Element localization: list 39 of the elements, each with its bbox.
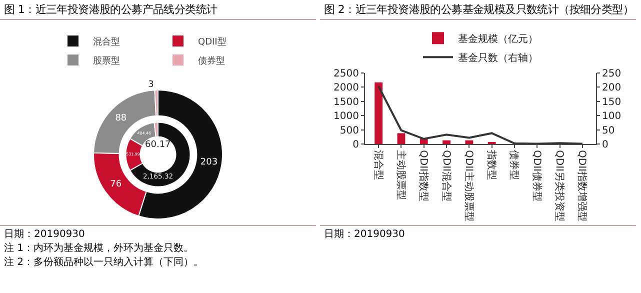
y-tick-label: 1500 bbox=[334, 96, 359, 108]
x-tick-label: QDII混合型 bbox=[440, 150, 452, 202]
chart-title: 图 2：近三年投资港股的公募基金规模及只数统计（按细分类型） bbox=[320, 0, 636, 20]
y2-tick-label: 50 bbox=[602, 125, 615, 136]
x-tick-label: QDII主动股票型 bbox=[462, 150, 475, 222]
legend-label: QDII型 bbox=[198, 36, 226, 48]
x-tick-label: 债券型 bbox=[508, 150, 520, 180]
x-tick-label: QDII指数增强型 bbox=[576, 150, 588, 222]
y2-tick-label: 200 bbox=[602, 82, 622, 94]
data-label: 88 bbox=[115, 113, 127, 124]
legend-label: 股票型 bbox=[93, 56, 120, 67]
text: 注 1：内环为基金规模，外环为基金只数。 bbox=[4, 243, 194, 254]
y-tick-label: 2000 bbox=[334, 82, 359, 94]
legend-label: 基金只数（右轴） bbox=[458, 52, 538, 64]
data-label: 60.17 bbox=[145, 140, 171, 150]
data-label: 203 bbox=[200, 157, 218, 168]
text: 日期：20190930 bbox=[4, 229, 85, 240]
x-tick-label: QDII指数型 bbox=[418, 150, 430, 202]
x-tick-label: 主动股票型 bbox=[394, 150, 407, 200]
x-tick-label: QDII另类投资型 bbox=[554, 150, 566, 222]
legend-label: 基金规模（亿元） bbox=[458, 32, 538, 45]
y-tick-label: 500 bbox=[340, 125, 359, 136]
x-tick-label: QDII债券型 bbox=[530, 150, 543, 202]
data-label: 76 bbox=[110, 179, 122, 190]
y2-tick-label: 100 bbox=[602, 111, 622, 122]
y-tick-label: 2500 bbox=[334, 68, 359, 80]
x-tick-label: 混合型 bbox=[372, 150, 384, 180]
legend-label: 混合型 bbox=[93, 36, 120, 48]
text: 注 2：多份额品种以一只纳入计算（下同）。 bbox=[4, 257, 204, 268]
text: 日期：20190930 bbox=[320, 225, 636, 244]
y2-tick-label: 0 bbox=[602, 140, 608, 150]
y2-tick-label: 250 bbox=[602, 68, 622, 80]
chart-title: 图 1：近三年投资港股的公募产品线分类统计 bbox=[0, 0, 316, 20]
y-tick-label: 0 bbox=[352, 140, 359, 150]
legend-label: 债券型 bbox=[198, 56, 225, 67]
y2-tick-label: 150 bbox=[602, 96, 622, 108]
y-tick-label: 1000 bbox=[334, 111, 359, 122]
x-tick-label: 指数型 bbox=[486, 149, 498, 180]
data-label: 3 bbox=[148, 80, 154, 90]
